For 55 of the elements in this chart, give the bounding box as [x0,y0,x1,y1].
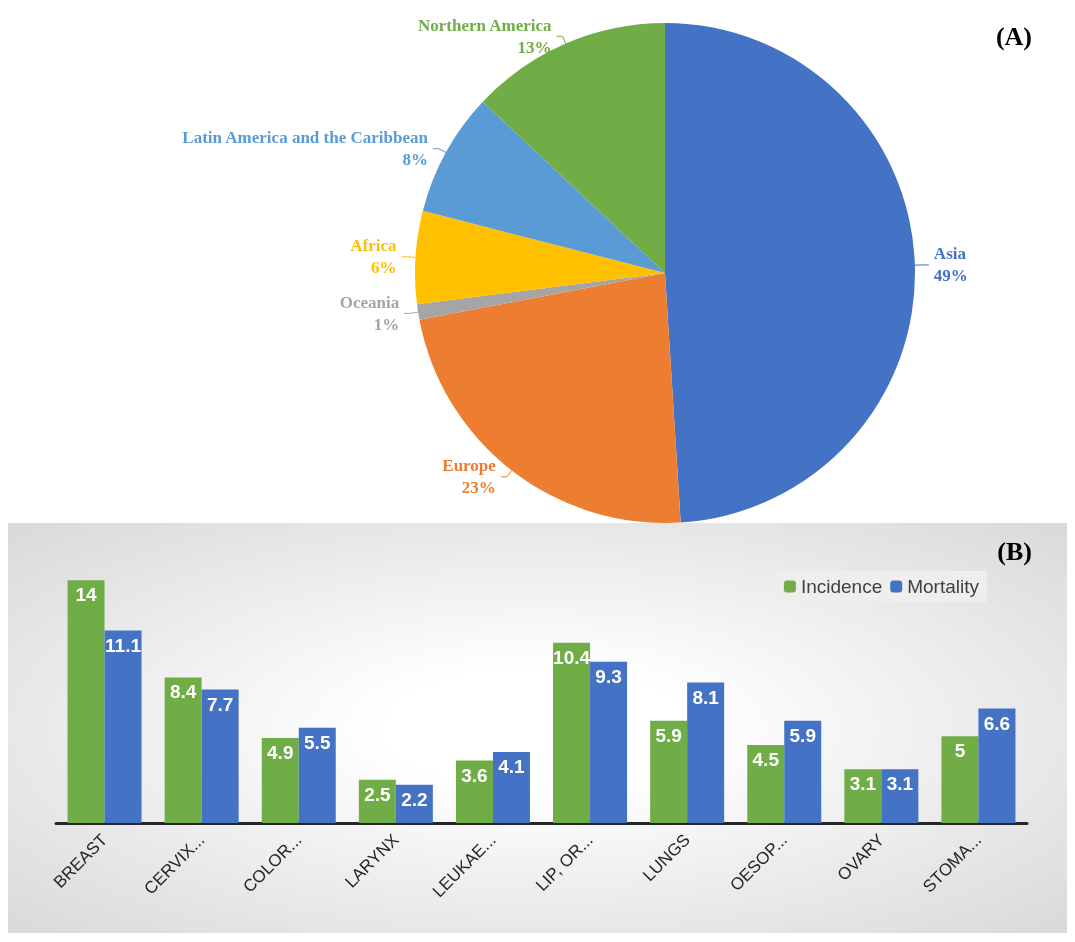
x-tick-label: LIP, OR... [532,830,597,895]
data-label: 4.1 [498,755,526,777]
bar [881,769,919,823]
bar [201,689,239,823]
data-label: 8% [402,150,428,170]
data-label: 3.1 [849,773,877,795]
data-label: 5.9 [655,724,682,746]
data-label: 6.6 [983,712,1011,734]
data-label: 49% [933,266,968,286]
data-label: 2.5 [364,783,391,805]
data-label: 3.1 [886,773,914,795]
data-label: 6% [371,258,397,278]
data-label: 3.6 [461,764,488,786]
data-label: 8.1 [692,686,720,708]
legend-label: Mortality [907,576,980,597]
data-label: 5.5 [304,731,331,753]
bar [844,769,882,823]
data-label: 8.4 [169,681,197,703]
bar [747,745,785,823]
data-label: 4.5 [752,749,780,770]
data-label: 9.3 [595,665,622,687]
slice-label: Europe [442,456,497,476]
bar [67,580,105,823]
data-label: 7.7 [206,693,234,715]
bar [553,642,591,823]
bar [164,677,202,823]
legend-label: Incidence [800,576,883,597]
data-label: 13% [517,37,552,57]
bar [784,720,822,823]
slice-label: Oceania [339,292,400,312]
slice-label: Africa [350,236,397,256]
bar [492,751,530,823]
bar [978,708,1016,823]
data-label: 1% [373,314,400,334]
slice-label: Northern America [417,15,553,35]
slice-label: Latin America and the Caribbean [182,128,429,148]
data-label: 14 [75,584,98,606]
bar [590,661,628,823]
bar [298,727,336,823]
chart-title: (A) [995,21,1032,51]
data-label: 23% [461,478,496,498]
bar [650,720,688,823]
bar [104,630,142,823]
data-label: 5 [954,740,966,762]
bar [261,738,299,823]
slice-label: Asia [933,244,967,264]
bar [687,682,725,823]
data-label: 10.4 [553,646,591,668]
bar [941,736,979,823]
data-label: 5.9 [789,724,816,746]
chart-title: (B) [997,536,1033,566]
data-label: 11.1 [105,634,142,656]
data-label: 2.2 [401,788,428,810]
data-label: 4.9 [267,742,294,764]
bar [455,760,493,823]
